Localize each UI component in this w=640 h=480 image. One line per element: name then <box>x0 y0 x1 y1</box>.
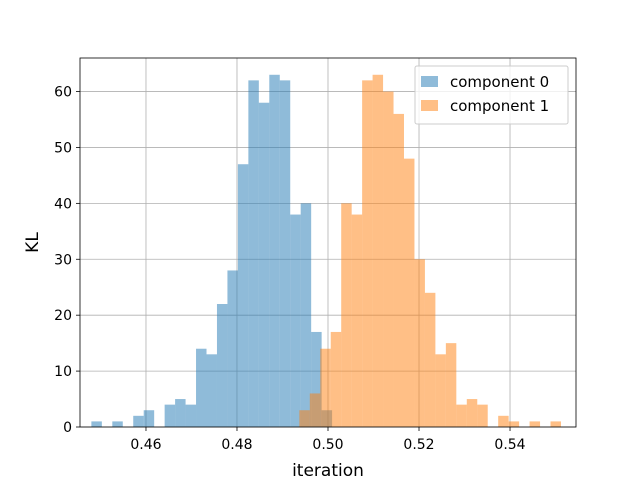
y-axis-ticks: 0 10 20 30 40 50 60 <box>54 85 80 436</box>
legend-label: component 1 <box>450 97 549 115</box>
histogram-bar-component-1 <box>299 410 310 427</box>
histogram-bar-component-1 <box>403 158 415 428</box>
histogram-bar-component-0 <box>91 421 102 427</box>
histogram-bar-component-0 <box>311 331 322 427</box>
y-tick-label: 20 <box>54 308 72 324</box>
histogram-bar-component-1 <box>330 331 342 427</box>
histogram-bar-component-1 <box>414 259 425 427</box>
y-tick-label: 30 <box>54 252 72 268</box>
histogram-bar-component-1 <box>362 80 373 427</box>
y-axis-label: KL <box>23 232 43 253</box>
histogram-bar-component-1 <box>456 404 467 427</box>
legend-swatch <box>421 100 438 111</box>
histogram-bar-component-1 <box>550 421 561 427</box>
histogram-bar-component-0 <box>290 214 301 427</box>
histogram-bar-component-0 <box>164 404 176 427</box>
histogram-bar-component-1 <box>341 203 352 427</box>
x-tick-label: 0.50 <box>312 437 343 453</box>
histogram-bar-component-0 <box>175 399 186 427</box>
histogram-bars <box>91 74 561 428</box>
histogram-bar-component-1 <box>372 74 384 427</box>
histogram-bar-component-0 <box>112 421 123 427</box>
legend-label: component 0 <box>450 73 549 91</box>
histogram-bar-component-1 <box>383 91 394 427</box>
histogram-bar-component-0 <box>279 80 291 427</box>
histogram-bar-component-1 <box>445 343 457 427</box>
histogram-bar-component-1 <box>508 421 520 427</box>
y-tick-label: 60 <box>54 85 72 101</box>
histogram-bar-component-0 <box>269 74 280 427</box>
histogram-bar-component-0 <box>248 80 259 427</box>
histogram-bar-component-0 <box>143 410 155 427</box>
histogram-bar-component-1 <box>498 415 509 427</box>
histogram-bar-component-1 <box>466 399 478 427</box>
y-tick-label: 10 <box>54 364 72 380</box>
histogram-bar-component-1 <box>351 214 363 427</box>
histogram-bar-component-1 <box>435 354 446 427</box>
histogram-bar-component-1 <box>393 113 404 427</box>
histogram-bar-component-0 <box>258 102 270 428</box>
x-axis-ticks: 0.46 0.48 0.50 0.52 0.54 <box>130 427 526 453</box>
histogram-bar-component-1 <box>529 421 541 427</box>
histogram-bar-component-0 <box>237 164 249 427</box>
y-tick-label: 0 <box>63 420 72 436</box>
x-tick-label: 0.48 <box>221 437 252 453</box>
histogram-bar-component-0 <box>227 270 238 427</box>
y-tick-label: 50 <box>54 140 72 156</box>
x-tick-label: 0.54 <box>494 437 525 453</box>
x-axis-label: iteration <box>292 461 364 480</box>
histogram-bar-component-1 <box>320 348 331 427</box>
histogram-bar-component-1 <box>309 393 321 427</box>
legend-swatch <box>421 76 438 87</box>
x-tick-label: 0.52 <box>403 437 434 453</box>
histogram-bar-component-0 <box>216 304 228 427</box>
histogram-bar-component-0 <box>206 354 217 427</box>
x-tick-label: 0.46 <box>130 437 161 453</box>
legend: component 0 component 1 <box>414 65 569 125</box>
y-tick-label: 40 <box>54 196 72 212</box>
histogram-bar-component-0 <box>133 415 144 427</box>
histogram-bar-component-0 <box>300 203 312 427</box>
legend-box <box>414 65 569 125</box>
histogram-bar-component-0 <box>196 348 207 427</box>
histogram-bar-component-1 <box>477 404 488 427</box>
histogram-bar-component-0 <box>185 404 197 427</box>
histogram-bar-component-1 <box>424 292 436 427</box>
